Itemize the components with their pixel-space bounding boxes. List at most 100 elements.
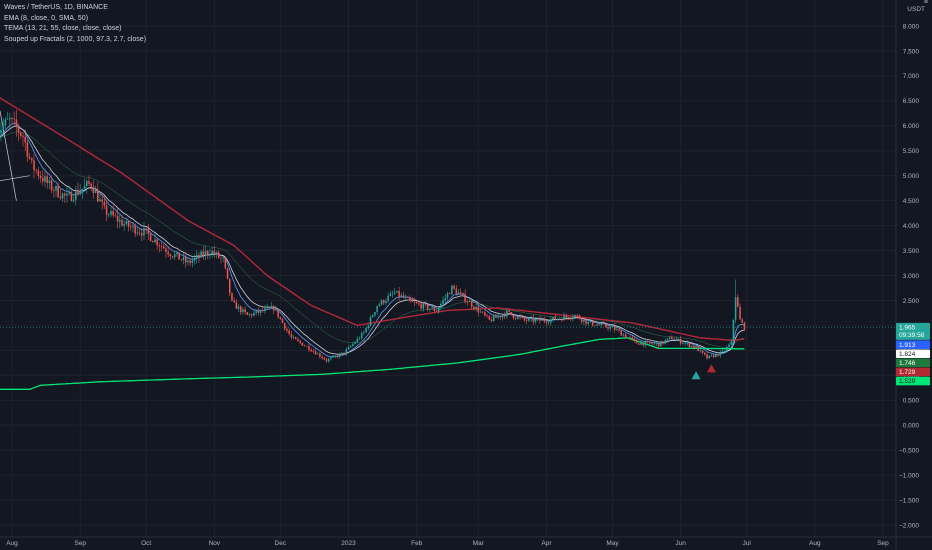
- candle-body: [266, 307, 268, 309]
- candle-body: [422, 303, 425, 309]
- candle-body: [193, 257, 196, 261]
- candle-body: [635, 340, 638, 344]
- candle-body: [330, 357, 332, 359]
- candle-body: [6, 119, 9, 120]
- candle-body: [347, 347, 350, 350]
- currency-label[interactable]: USDT: [907, 6, 925, 13]
- candle-body: [231, 293, 233, 301]
- candle-body: [233, 300, 235, 303]
- candle-body: [321, 356, 323, 359]
- candle-body: [660, 341, 662, 347]
- candle-body: [552, 317, 554, 320]
- ema-line: [0, 122, 745, 358]
- candle-body: [499, 316, 502, 318]
- candle-body: [574, 315, 576, 318]
- price-axis[interactable]: 8.000 7.500 7.000 6.500 6.000 5.500 5.000 4.500…: [899, 23, 919, 529]
- candle-body: [134, 225, 136, 234]
- candle-body: [673, 339, 675, 340]
- candle-body: [180, 259, 183, 261]
- y-tick-label: 7.500: [903, 48, 920, 55]
- price-tag-label: 1.746: [899, 360, 916, 367]
- candle-body: [50, 180, 53, 191]
- price-tag-label: 1.729: [899, 369, 916, 376]
- candle-body: [631, 337, 634, 339]
- candle-body: [167, 251, 169, 255]
- tema-fast-line: [0, 125, 745, 355]
- candle-body: [640, 342, 642, 345]
- symbol-legend[interactable]: Waves / TetherUS, 1D, BINANCE: [4, 4, 108, 11]
- candle-body: [704, 352, 706, 355]
- candle-body: [97, 189, 99, 202]
- price-tag: [896, 358, 930, 368]
- candle-body: [92, 186, 95, 194]
- candle-body: [607, 327, 609, 329]
- candle-body: [387, 296, 389, 302]
- candle-body: [684, 343, 686, 344]
- candle-body: [473, 306, 475, 309]
- candle-body: [393, 292, 396, 294]
- candle-body: [277, 309, 279, 318]
- candle-body: [259, 309, 262, 313]
- candle-body: [453, 285, 455, 289]
- candle-body: [189, 260, 191, 264]
- candle-body: [495, 315, 497, 318]
- candle-body: [426, 304, 429, 310]
- candle-body: [141, 233, 143, 236]
- candle-body: [272, 305, 275, 311]
- candle-body: [9, 118, 11, 120]
- candle-body: [354, 342, 356, 344]
- candle-body: [695, 346, 697, 348]
- candle-body: [360, 333, 363, 339]
- fractal-base-line: [0, 337, 745, 390]
- y-tick-label: −0.500: [899, 447, 919, 454]
- candle-body: [33, 160, 35, 171]
- candle-body: [506, 310, 508, 317]
- candle-body: [710, 355, 713, 356]
- candle-body: [404, 297, 407, 298]
- candle-body: [413, 301, 416, 303]
- candle-body: [459, 292, 462, 294]
- candle-body: [633, 338, 636, 341]
- candle-body: [567, 317, 570, 319]
- y-tick-label: 3.500: [903, 248, 920, 255]
- candle-body: [541, 319, 543, 321]
- candle-body: [587, 321, 590, 324]
- candle-body: [389, 293, 392, 297]
- candle-body: [596, 324, 598, 326]
- candle-body: [525, 320, 528, 321]
- price-tag-label: 1.913: [899, 342, 916, 349]
- candle-body: [523, 317, 526, 321]
- axis-menu-icon[interactable]: ≡: [923, 0, 928, 6]
- candle-body: [209, 254, 211, 255]
- candle-body: [202, 251, 205, 256]
- candle-body: [64, 193, 66, 196]
- tema-legend[interactable]: TEMA (13, 21, 55, close, close, close): [4, 25, 122, 32]
- ema-legend[interactable]: EMA (8, close, 0, SMA, 50): [4, 14, 89, 22]
- candle-body: [642, 342, 645, 346]
- x-tick-label: Sep: [74, 540, 86, 547]
- candle-body: [444, 297, 447, 301]
- candle-body: [70, 192, 73, 202]
- candle-body: [136, 232, 139, 234]
- candle-body: [481, 311, 484, 313]
- candle-body: [217, 252, 220, 258]
- candle-body: [26, 142, 29, 157]
- candle-body: [451, 285, 453, 295]
- candle-body: [521, 317, 524, 318]
- candle-body: [609, 326, 612, 329]
- time-axis[interactable]: Aug Sep Oct Nov Dec 2023 Feb Mar Apr May Jun Jul Aug…: [6, 540, 889, 547]
- candle-body: [468, 301, 471, 302]
- candle-body: [149, 233, 152, 242]
- candle-body: [690, 345, 693, 347]
- candle-body: [536, 318, 539, 320]
- candle-body: [739, 306, 741, 320]
- trend-line: [0, 175, 30, 182]
- candle-body: [457, 292, 460, 294]
- fractals-legend[interactable]: Souped up Fractals (2, 1000, 97.3, 2.7, …: [4, 35, 147, 43]
- candle-body: [594, 325, 596, 327]
- price-tag: [896, 367, 930, 377]
- candle-body: [57, 185, 59, 197]
- candle-body: [294, 337, 297, 340]
- candle-body: [576, 315, 579, 316]
